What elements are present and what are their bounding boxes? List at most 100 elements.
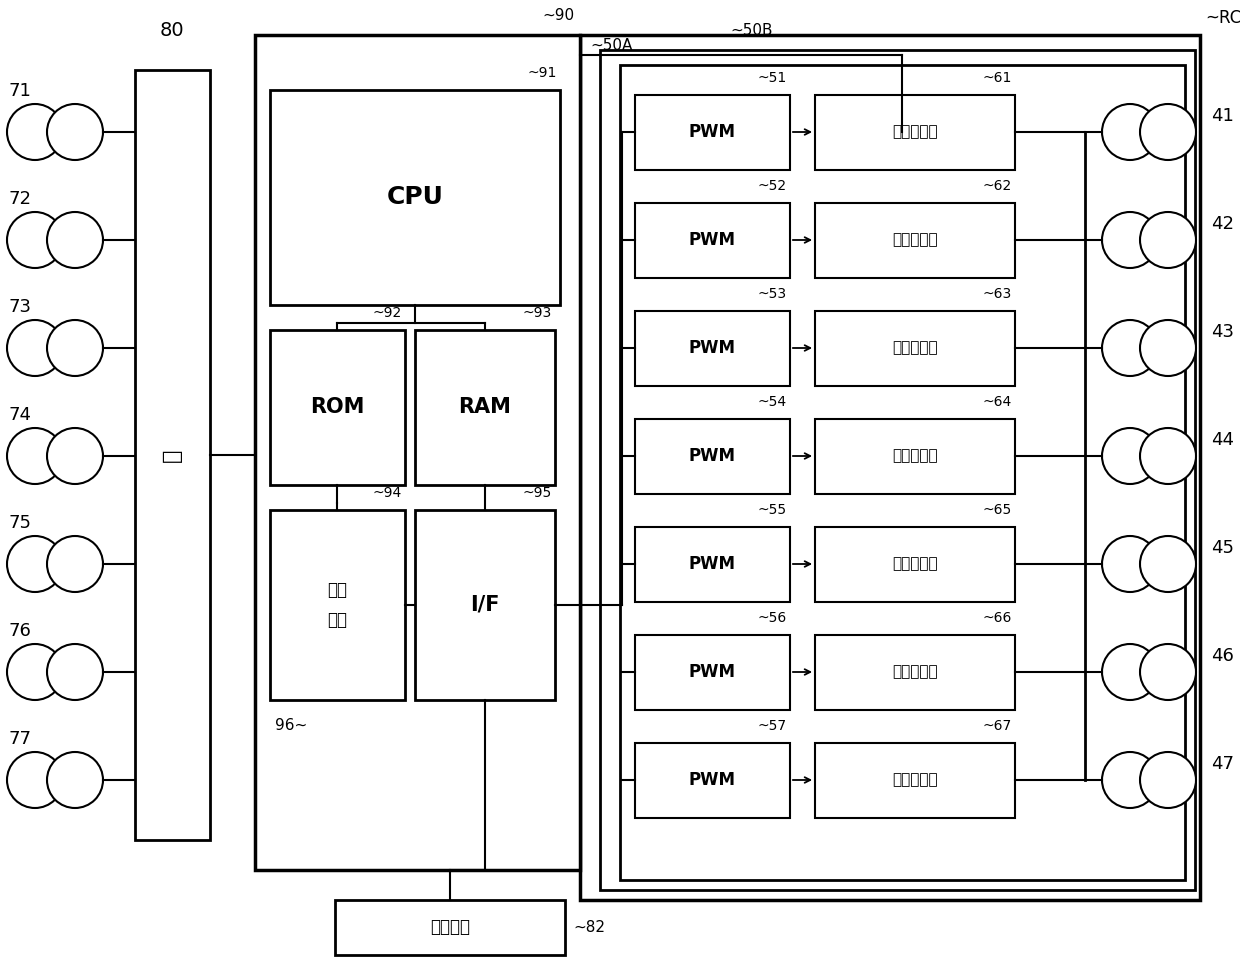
Bar — [635, 311, 790, 386]
Circle shape — [1140, 644, 1197, 700]
Text: ~94: ~94 — [373, 486, 402, 500]
Text: ~65: ~65 — [983, 503, 1012, 517]
Text: CPU: CPU — [387, 185, 444, 209]
Bar — [270, 510, 405, 700]
Text: 伺服放大器: 伺服放大器 — [893, 448, 937, 464]
Bar — [815, 311, 1016, 386]
Text: 42: 42 — [1211, 215, 1234, 233]
Text: 72: 72 — [7, 190, 31, 208]
Circle shape — [1140, 752, 1197, 808]
Bar — [415, 510, 556, 700]
Bar — [815, 419, 1016, 494]
Text: ~51: ~51 — [758, 71, 787, 85]
Text: 74: 74 — [7, 406, 31, 424]
Bar — [635, 635, 790, 710]
Text: 输入装置: 输入装置 — [430, 918, 470, 936]
Text: ~54: ~54 — [758, 395, 787, 409]
Text: 伺服放大器: 伺服放大器 — [893, 664, 937, 680]
Circle shape — [7, 428, 63, 484]
Circle shape — [1102, 644, 1158, 700]
Text: 45: 45 — [1211, 539, 1234, 557]
Text: 存储
单元: 存储 单元 — [327, 582, 347, 628]
Bar — [815, 203, 1016, 278]
Text: RAM: RAM — [459, 397, 511, 417]
Bar — [270, 90, 560, 305]
Bar — [635, 203, 790, 278]
Text: 76: 76 — [7, 622, 31, 640]
Text: 71: 71 — [7, 82, 31, 100]
Bar — [815, 743, 1016, 818]
Circle shape — [7, 104, 63, 160]
Circle shape — [47, 644, 103, 700]
Text: 伺服放大器: 伺服放大器 — [893, 557, 937, 571]
Circle shape — [1140, 428, 1197, 484]
Bar — [600, 50, 1195, 890]
Text: PWM: PWM — [688, 555, 735, 573]
Circle shape — [7, 752, 63, 808]
Bar — [635, 527, 790, 602]
Circle shape — [47, 536, 103, 592]
Bar — [635, 95, 790, 170]
Circle shape — [47, 752, 103, 808]
Text: PWM: PWM — [688, 771, 735, 789]
Text: ~95: ~95 — [523, 486, 552, 500]
Text: 伺服放大器: 伺服放大器 — [893, 341, 937, 355]
Text: PWM: PWM — [688, 447, 735, 465]
Text: ~55: ~55 — [758, 503, 787, 517]
Text: ~90: ~90 — [543, 8, 575, 23]
Circle shape — [47, 428, 103, 484]
Bar — [415, 330, 556, 485]
Text: 73: 73 — [7, 298, 31, 316]
Text: 口: 口 — [162, 448, 182, 462]
Circle shape — [1140, 104, 1197, 160]
Text: 47: 47 — [1211, 755, 1234, 773]
Circle shape — [1102, 428, 1158, 484]
Circle shape — [47, 212, 103, 268]
Text: ~66: ~66 — [982, 611, 1012, 625]
Bar — [635, 743, 790, 818]
Text: ~64: ~64 — [983, 395, 1012, 409]
Text: PWM: PWM — [688, 231, 735, 249]
Text: ~92: ~92 — [373, 306, 402, 320]
Bar — [815, 527, 1016, 602]
Bar — [815, 635, 1016, 710]
Text: 伺服放大器: 伺服放大器 — [893, 232, 937, 248]
Circle shape — [1102, 536, 1158, 592]
Text: ~67: ~67 — [983, 719, 1012, 733]
Circle shape — [47, 320, 103, 376]
Circle shape — [7, 212, 63, 268]
Text: ~50B: ~50B — [730, 23, 773, 38]
Bar — [135, 70, 210, 840]
Text: ~82: ~82 — [573, 920, 605, 934]
Text: 46: 46 — [1211, 647, 1234, 665]
Circle shape — [1140, 320, 1197, 376]
Circle shape — [47, 104, 103, 160]
Text: ~56: ~56 — [758, 611, 787, 625]
Text: 伺服放大器: 伺服放大器 — [893, 772, 937, 788]
Circle shape — [1102, 320, 1158, 376]
Text: 伺服放大器: 伺服放大器 — [893, 125, 937, 139]
Text: ~63: ~63 — [983, 287, 1012, 301]
Text: 96~: 96~ — [275, 718, 308, 733]
Bar — [335, 900, 565, 955]
Text: 75: 75 — [7, 514, 31, 532]
Circle shape — [1102, 752, 1158, 808]
Circle shape — [7, 644, 63, 700]
Text: PWM: PWM — [688, 663, 735, 681]
Bar — [815, 95, 1016, 170]
Text: 77: 77 — [7, 730, 31, 748]
Bar — [270, 330, 405, 485]
Text: ~62: ~62 — [983, 179, 1012, 193]
Text: 41: 41 — [1211, 107, 1234, 125]
Text: 44: 44 — [1211, 431, 1234, 449]
Text: I/F: I/F — [470, 595, 500, 615]
Circle shape — [1140, 536, 1197, 592]
Circle shape — [1102, 104, 1158, 160]
Text: ~57: ~57 — [758, 719, 787, 733]
Text: 80: 80 — [160, 21, 185, 40]
Text: ~50A: ~50A — [590, 38, 632, 53]
Bar — [580, 35, 1200, 900]
Text: PWM: PWM — [688, 123, 735, 141]
Bar — [255, 35, 580, 870]
Circle shape — [1140, 212, 1197, 268]
